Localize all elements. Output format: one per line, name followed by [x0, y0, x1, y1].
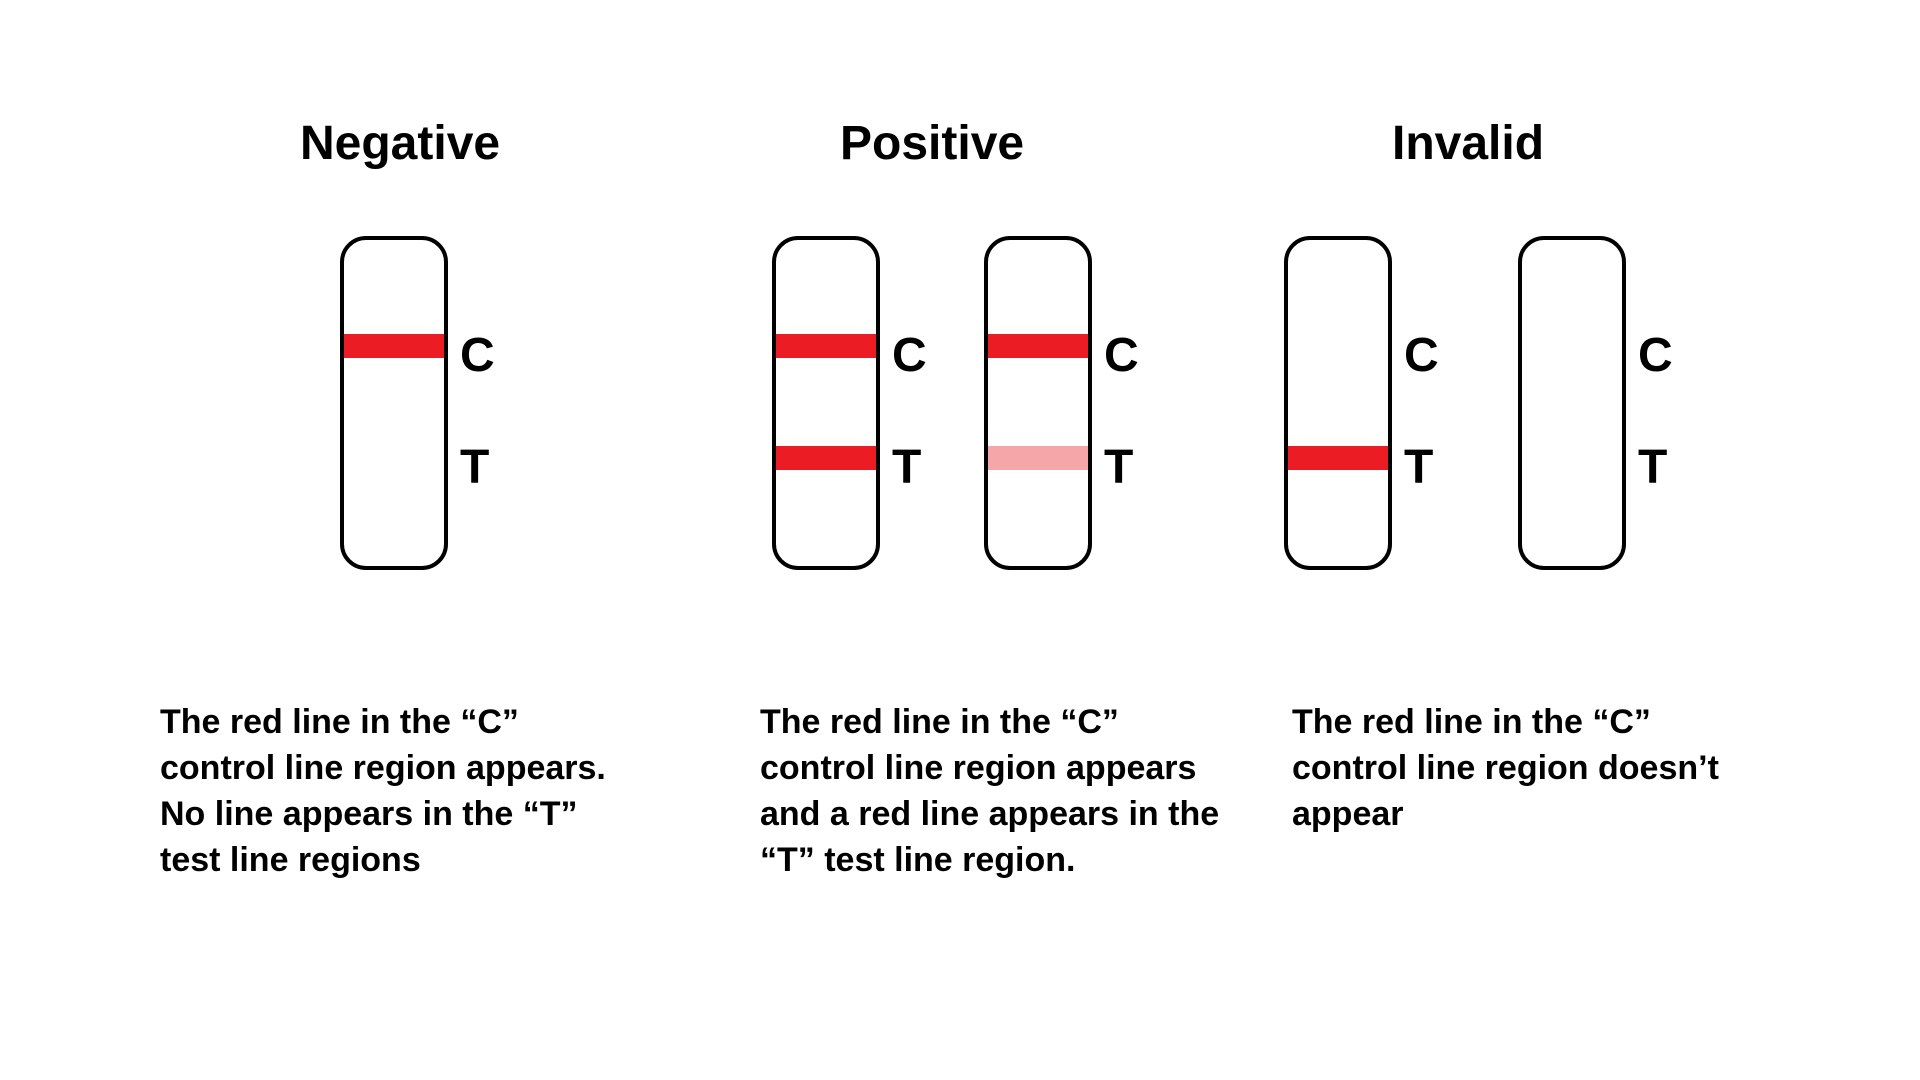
band-t: [1522, 446, 1622, 470]
strip-invalid-1: [1518, 236, 1626, 570]
band-t: [988, 446, 1088, 470]
band-t: [1288, 446, 1388, 470]
desc-negative: The red line in the “C” control line reg…: [160, 700, 640, 884]
band-t: [344, 446, 444, 470]
label-c: C: [892, 332, 927, 380]
label-t: T: [892, 444, 921, 492]
label-c: C: [1404, 332, 1439, 380]
band-c: [988, 334, 1088, 358]
diagram-canvas: Negative Positive Invalid C T C T C T C …: [0, 0, 1920, 1080]
band-c: [344, 334, 444, 358]
label-t: T: [460, 444, 489, 492]
label-c: C: [1638, 332, 1673, 380]
heading-positive: Positive: [840, 120, 1024, 168]
band-c: [1288, 334, 1388, 358]
label-t: T: [1638, 444, 1667, 492]
label-t: T: [1404, 444, 1433, 492]
heading-negative: Negative: [300, 120, 500, 168]
label-c: C: [460, 332, 495, 380]
label-t: T: [1104, 444, 1133, 492]
strip-invalid-0: [1284, 236, 1392, 570]
band-t: [776, 446, 876, 470]
heading-invalid: Invalid: [1392, 120, 1544, 168]
strip-negative-0: [340, 236, 448, 570]
label-c: C: [1104, 332, 1139, 380]
strip-positive-1: [984, 236, 1092, 570]
desc-invalid: The red line in the “C” control line reg…: [1292, 700, 1772, 838]
strip-positive-0: [772, 236, 880, 570]
band-c: [1522, 334, 1622, 358]
band-c: [776, 334, 876, 358]
desc-positive: The red line in the “C” control line reg…: [760, 700, 1240, 884]
